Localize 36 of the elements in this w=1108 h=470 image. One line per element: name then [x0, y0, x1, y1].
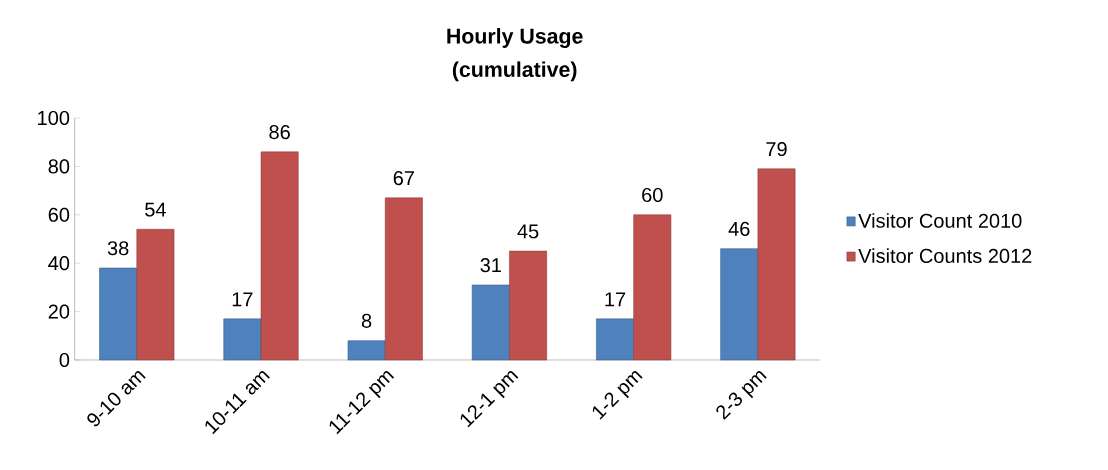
- data-label: 17: [605, 292, 626, 307]
- legend-label: Visitor Counts 2012: [858, 248, 1032, 263]
- y-tick-label: 20: [48, 304, 70, 319]
- x-tick-label: 2-3 pm: [716, 371, 767, 420]
- y-tick-label: 100: [38, 110, 70, 126]
- data-label: 38: [107, 241, 129, 256]
- bar: [223, 318, 262, 361]
- bar: [471, 284, 510, 361]
- chart-subtitle: (cumulative): [452, 61, 577, 82]
- y-tick-label: 40: [48, 256, 70, 271]
- bar: [509, 250, 547, 361]
- data-label: 79: [766, 141, 787, 157]
- data-label: 31: [480, 258, 501, 273]
- y-tick-label: 0: [59, 352, 70, 368]
- legend-label: Visitor Count 2010: [858, 213, 1022, 228]
- data-label: 8: [361, 313, 372, 328]
- x-tick-label: 1-2 pm: [592, 371, 643, 420]
- y-tick-label: 60: [48, 207, 70, 222]
- data-label: 86: [269, 125, 290, 140]
- chart-title: Hourly Usage: [447, 28, 583, 48]
- bar: [720, 248, 759, 361]
- bar: [347, 340, 386, 361]
- bar: [757, 168, 796, 361]
- data-label: 46: [728, 221, 750, 236]
- y-tick-label: 80: [48, 159, 70, 174]
- data-label: 17: [232, 292, 253, 307]
- bar: [633, 214, 672, 361]
- bar: [136, 229, 175, 361]
- bar: [260, 151, 299, 361]
- data-label: 54: [145, 202, 166, 217]
- bar: [596, 318, 634, 361]
- bar: [384, 197, 423, 361]
- data-label: 60: [642, 187, 663, 203]
- data-label: 67: [393, 170, 414, 186]
- bar: [99, 267, 138, 361]
- data-label: 45: [517, 224, 539, 239]
